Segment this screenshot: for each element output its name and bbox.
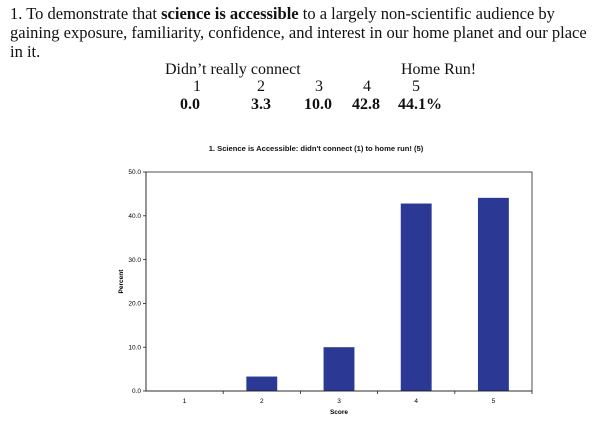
- y-tick-label: 20.0: [128, 301, 141, 308]
- bar-score-3: [323, 347, 355, 391]
- scale-score-5: 5: [412, 78, 420, 95]
- bar-score-5: [477, 197, 509, 391]
- x-tick-label: 4: [414, 398, 418, 405]
- scale-score-3: 3: [315, 78, 323, 95]
- y-tick-label: 50.0: [128, 169, 141, 176]
- y-axis-label: Percent: [118, 269, 125, 294]
- scale-percent-3: 10.0: [304, 96, 332, 113]
- x-axis-label: Score: [330, 409, 348, 416]
- y-tick-label: 40.0: [128, 213, 141, 220]
- bar-score-4: [400, 203, 432, 391]
- x-tick-label: 3: [337, 398, 341, 405]
- scale-percent-1: 0.0: [180, 96, 200, 113]
- scale-score-4: 4: [363, 78, 371, 95]
- question-rest: to a largely non-scientific audience by …: [10, 4, 587, 61]
- scale-percent-2: 3.3: [251, 96, 271, 113]
- scale-score-2: 2: [257, 78, 265, 95]
- x-tick-label: 2: [260, 398, 264, 405]
- question-emphasis: science is accessible: [161, 4, 299, 23]
- chart-title: 1. Science is Accessible: didn't connect…: [208, 144, 424, 153]
- x-tick-label: 1: [183, 398, 187, 405]
- scale-right-label: Home Run!: [401, 61, 477, 78]
- y-tick-label: 30.0: [128, 257, 141, 264]
- scale-score-1: 1: [193, 78, 201, 95]
- y-tick-label: 10.0: [128, 344, 141, 351]
- plot-frame: [145, 171, 533, 392]
- bar-score-2: [246, 376, 278, 391]
- question-lead: 1. To demonstrate that: [10, 4, 162, 23]
- scale-percent-5: 44.1%: [398, 96, 442, 113]
- x-tick-label: 5: [492, 398, 496, 405]
- scale-percent-4: 42.8: [352, 96, 380, 113]
- scale-left-label: Didn’t really connect: [165, 61, 301, 78]
- y-tick-label: 0.0: [132, 388, 141, 395]
- question-text: 1. To demonstrate that science is access…: [10, 4, 596, 61]
